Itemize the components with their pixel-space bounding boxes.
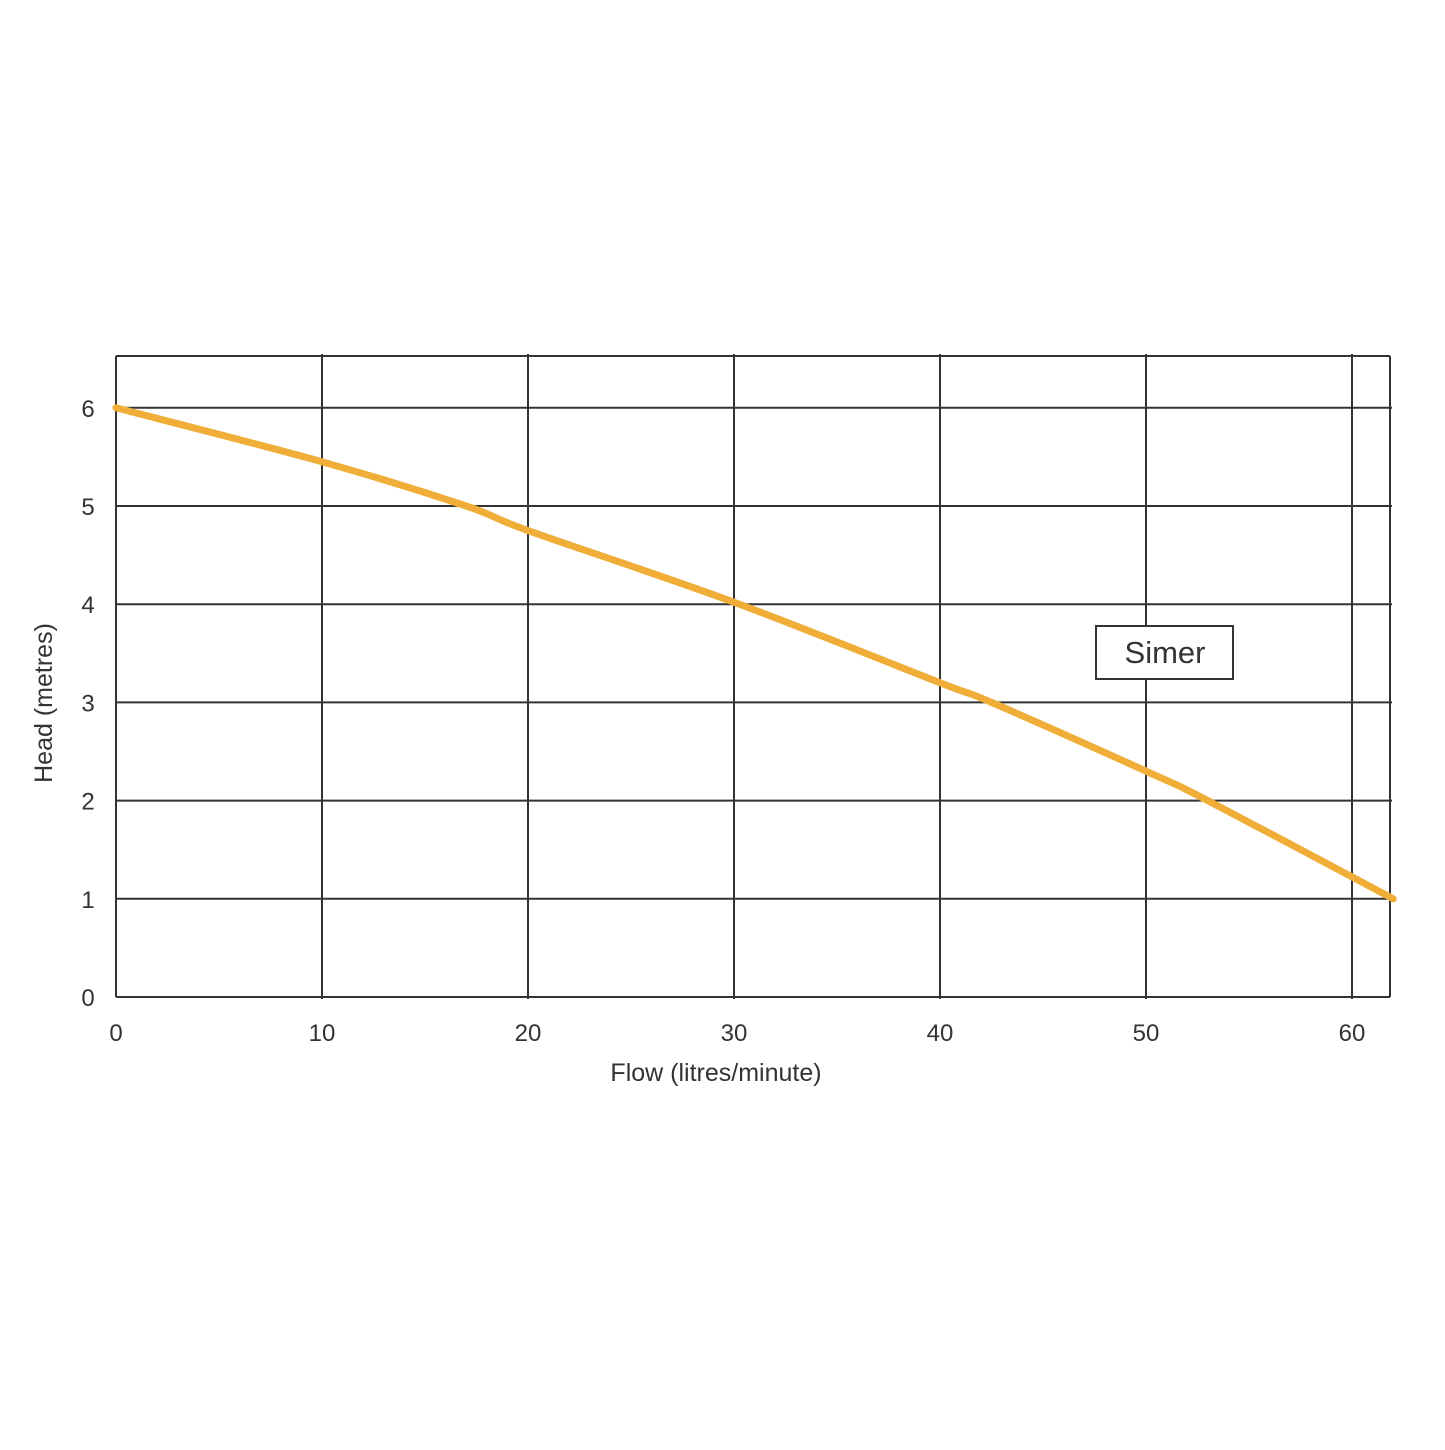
legend: Simer [1095,625,1234,680]
x-tick-label: 50 [1133,1020,1160,1047]
y-tick-label: 3 [81,690,94,717]
tick-labels: 0 10 20 30 40 50 60 0 1 2 3 4 5 6 [81,396,1365,1047]
y-axis-label: Head (metres) [30,623,58,783]
y-tick-label: 1 [81,887,94,914]
x-tick-label: 40 [927,1020,954,1047]
legend-box [1095,625,1234,680]
y-tick-label: 5 [81,494,94,521]
x-tick-label: 10 [309,1020,336,1047]
series-line-simer [112,404,1397,903]
x-tick-label: 30 [721,1020,748,1047]
legend-label-simer: Simer [1125,635,1206,670]
series-layer [112,404,1397,903]
grid [115,354,1392,999]
x-tick-label: 60 [1339,1020,1366,1047]
y-tick-label: 0 [81,985,94,1012]
y-tick-label: 6 [81,396,94,423]
x-axis-label: Flow (litres/minute) [610,1059,821,1087]
x-tick-label: 20 [515,1020,542,1047]
x-tick-label: 0 [109,1020,122,1047]
y-tick-label: 2 [81,789,94,816]
y-tick-label: 4 [81,592,94,619]
